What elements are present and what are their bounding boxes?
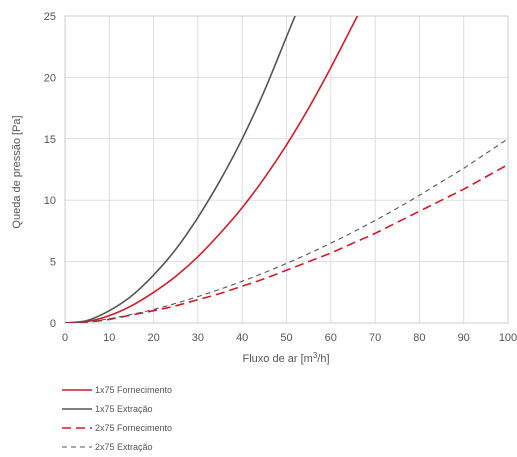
series-line-0 bbox=[65, 16, 359, 323]
grid bbox=[64, 15, 509, 324]
series-lines bbox=[65, 16, 508, 323]
series-line-2 bbox=[65, 163, 508, 323]
x-tick-label: 40 bbox=[236, 332, 248, 344]
x-tick-label: 70 bbox=[369, 332, 381, 344]
x-tick-label: 20 bbox=[147, 332, 159, 344]
x-tick-label: 10 bbox=[103, 332, 115, 344]
series-line-1 bbox=[65, 16, 296, 323]
legend-label: 1x75 Fornecimento bbox=[95, 385, 172, 395]
axes: 0 10 20 30 40 50 60 70 80 90 100 0 5 10 15 20 25 bbox=[44, 11, 517, 344]
x-axis-label-suffix: /h] bbox=[317, 353, 329, 365]
series-line-3 bbox=[65, 138, 508, 323]
x-tick-label: 100 bbox=[499, 332, 517, 344]
legend-label: 2x75 Fornecimento bbox=[95, 423, 172, 433]
x-tick-label: 30 bbox=[192, 332, 204, 344]
y-tick-label: 0 bbox=[50, 318, 56, 330]
x-tick-label: 50 bbox=[280, 332, 292, 344]
x-axis-label-prefix: Fluxo de ar [m bbox=[243, 353, 313, 365]
y-tick-label: 10 bbox=[44, 195, 56, 207]
y-tick-label: 5 bbox=[50, 257, 56, 269]
x-tick-label: 90 bbox=[458, 332, 470, 344]
y-tick-label: 25 bbox=[44, 11, 56, 23]
y-axis-label: Queda de pressão [Pa] bbox=[11, 115, 23, 228]
legend-label: 1x75 Extração bbox=[95, 404, 153, 414]
x-tick-label: 0 bbox=[62, 332, 68, 344]
y-tick-label: 20 bbox=[44, 72, 56, 84]
x-axis-label-sup: 3 bbox=[313, 351, 318, 360]
y-tick-label: 15 bbox=[44, 134, 56, 146]
legend-label: 2x75 Extração bbox=[95, 442, 153, 452]
legend: 1x75 Fornecimento 1x75 Extração 2x75 Forne… bbox=[62, 385, 172, 452]
x-axis-label: Fluxo de ar [m3/h] bbox=[243, 351, 330, 365]
x-tick-label: 60 bbox=[325, 332, 337, 344]
x-tick-label: 80 bbox=[413, 332, 425, 344]
plot-frame bbox=[64, 15, 509, 324]
